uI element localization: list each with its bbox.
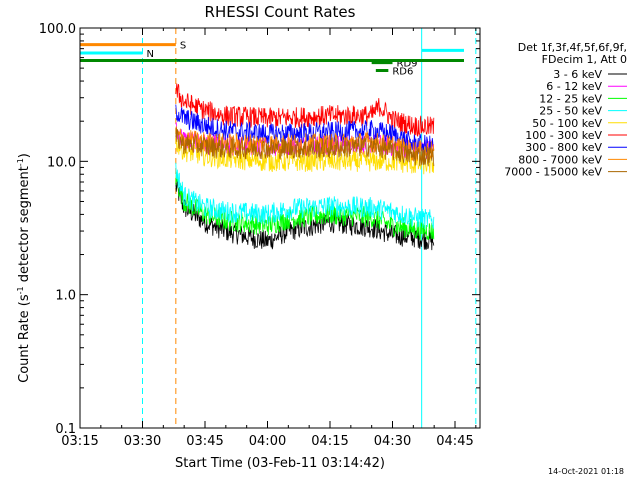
x-tick-label-0: 03:15 [61,434,98,449]
y-tick-label-0: 0.1 [55,422,76,437]
y-tick-label-3: 100.0 [39,22,76,37]
legend-label-4: 50 - 100 keV [532,117,602,130]
y-axis-label: Count Rate (s-1 detector segment-1) [16,153,32,383]
series-line-8 [175,127,435,167]
footer-timestamp: 14-Oct-2021 01:18 [548,467,624,476]
plot-frame [79,27,481,429]
legend-header-line-1: Det 1f,3f,4f,5f,6f,9f, [518,41,627,54]
x-tick-label-1: 03:30 [124,434,161,449]
x-tick-label-2: 03:45 [186,434,223,449]
series-line-3 [175,162,435,230]
x-tick-label-5: 04:30 [374,434,411,449]
annotation-label-0: S [180,41,186,52]
x-tick-label-6: 04:45 [436,434,473,449]
legend-label-7: 800 - 7000 keV [518,153,602,166]
annotation-label-1: N [147,49,154,60]
legend-label-2: 12 - 25 keV [539,92,602,105]
x-tick-label-4: 04:15 [311,434,348,449]
annotation-label-3: RD6 [392,67,413,78]
legend-label-3: 25 - 50 keV [539,105,602,118]
annotation-label-2: RD9 [397,59,418,70]
legend-label-0: 3 - 6 keV [553,68,602,81]
legend: Det 1f,3f,4f,5f,6f,9f, FDecim 1, Att 0 3… [504,41,627,179]
x-axis-label: Start Time (03-Feb-11 03:14:42) [175,456,385,471]
y-tick-label-2: 10.0 [47,155,76,170]
legend-label-6: 300 - 800 keV [525,141,602,154]
legend-header-line-2: FDecim 1, Att 0 [542,53,627,66]
x-tick-label-3: 04:00 [249,434,286,449]
legend-label-8: 7000 - 15000 keV [504,166,602,179]
chart-title: RHESSI Count Rates [205,3,356,21]
legend-label-5: 100 - 300 keV [525,129,602,142]
legend-label-1: 6 - 12 keV [546,80,602,93]
y-tick-label-1: 1.0 [55,289,76,304]
